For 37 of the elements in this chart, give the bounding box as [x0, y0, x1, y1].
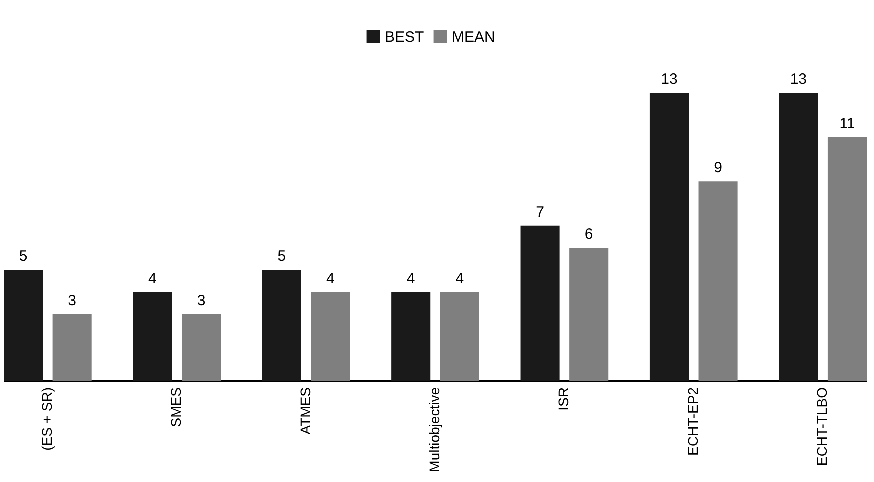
x-tick-label: ATMES	[297, 388, 314, 435]
data-label: 4	[148, 270, 157, 288]
bar	[182, 314, 222, 381]
data-label: 4	[326, 270, 335, 288]
data-label: 3	[197, 292, 206, 310]
bar	[133, 292, 172, 381]
data-label: 4	[456, 270, 464, 288]
data-label: 6	[584, 226, 594, 244]
bar	[570, 248, 609, 381]
data-label: 4	[406, 270, 416, 288]
data-label: 13	[790, 71, 808, 88]
data-label: 5	[19, 248, 28, 266]
bar	[4, 270, 44, 381]
data-label: 11	[840, 115, 856, 132]
data-label: 9	[714, 160, 722, 177]
x-tick-label: ECHT-TLBO	[814, 387, 830, 466]
legend-label: MEAN	[452, 28, 496, 46]
data-label: 3	[68, 292, 76, 310]
x-tick-label: SMES	[168, 388, 184, 428]
bar	[262, 270, 302, 381]
legend-label: BEST	[385, 28, 424, 46]
x-tick-label: Multiobjective	[426, 387, 442, 472]
x-tick-label: (ES + SR)	[38, 388, 55, 451]
bar	[311, 292, 350, 381]
bar	[392, 292, 431, 381]
bar	[698, 182, 738, 381]
bar	[828, 137, 867, 381]
x-tick-label: ECHT-EP2	[684, 387, 701, 456]
data-label: 5	[278, 248, 286, 266]
bar	[440, 292, 480, 381]
data-label: 13	[661, 71, 678, 88]
data-label: 7	[536, 204, 544, 221]
bar	[650, 93, 690, 381]
bar	[779, 93, 818, 381]
bar	[520, 226, 560, 381]
bar	[52, 314, 92, 381]
x-tick-label: ISR	[556, 388, 572, 411]
